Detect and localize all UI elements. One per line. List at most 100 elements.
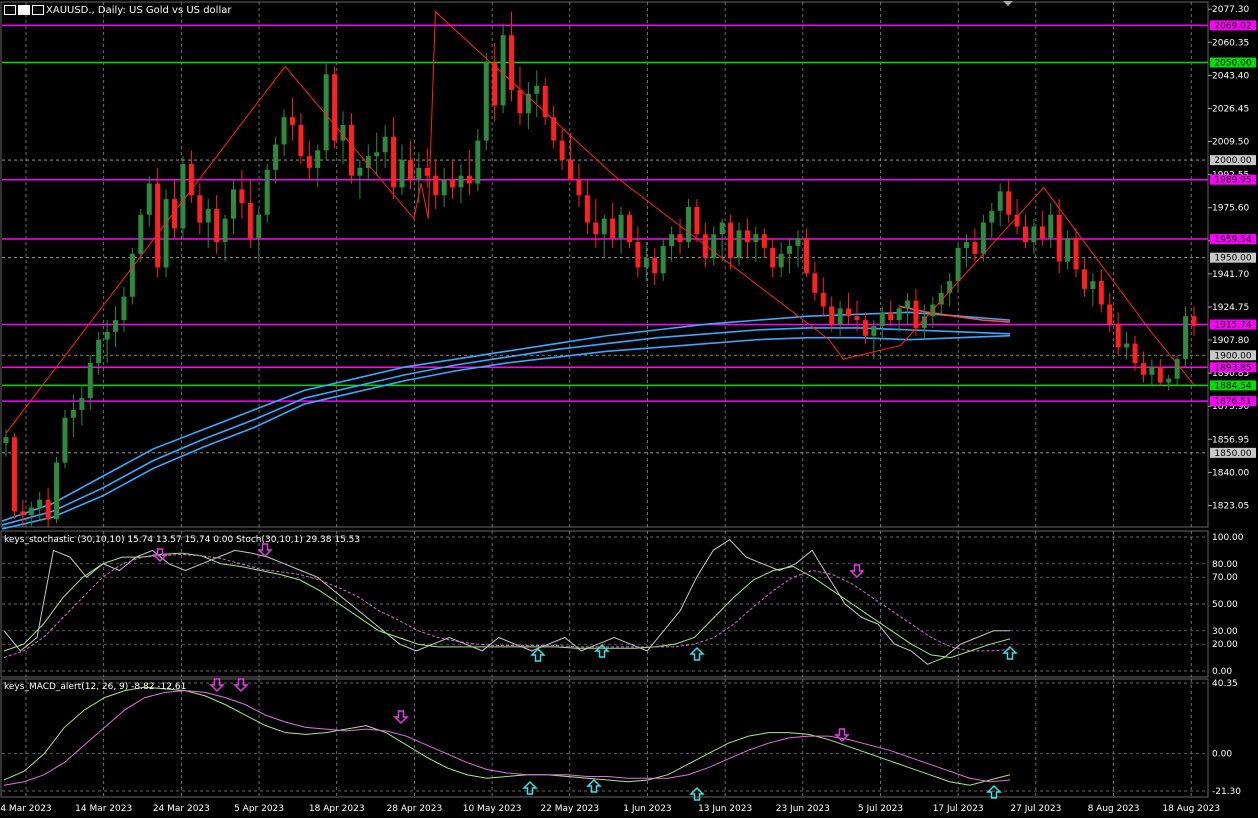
candle-body — [1174, 359, 1180, 379]
macd-down-arrow — [209, 678, 225, 693]
candle-body — [1073, 238, 1079, 270]
candle-body — [1132, 343, 1138, 364]
candle-body — [820, 292, 826, 307]
level-label-box — [1210, 174, 1256, 185]
stochastic-tick-label: 30.00 — [1212, 627, 1238, 637]
stochastic-tick-label: 20.00 — [1212, 640, 1238, 650]
candle-body — [62, 417, 68, 463]
candle-body — [239, 189, 245, 204]
candle-body — [1048, 214, 1054, 239]
stochastic-tick-label: 0.00 — [1212, 667, 1232, 677]
candle-body — [79, 398, 85, 410]
candle-body — [761, 234, 767, 248]
candle-body — [1065, 238, 1071, 262]
candle-body — [964, 242, 970, 248]
candle-body — [677, 234, 683, 243]
candle-body — [829, 306, 835, 325]
candle-body — [1031, 226, 1037, 243]
macd-up-arrow — [689, 786, 705, 801]
candle-body — [728, 222, 734, 258]
candle-body — [399, 160, 405, 188]
stochastic-series-line — [3, 552, 1011, 659]
price-tick-label: 1941.70 — [1212, 270, 1249, 280]
level-label: 1884.54 — [1214, 381, 1251, 391]
stochastic-down-arrow — [152, 548, 168, 563]
level-label: 1893.85 — [1214, 363, 1251, 373]
level-label-box — [1210, 319, 1256, 330]
candle-body — [289, 117, 295, 125]
x-axis-label: 23 Jun 2023 — [776, 804, 830, 814]
candle-body — [955, 247, 961, 282]
candle-body — [273, 144, 279, 170]
candle-body — [770, 247, 776, 268]
candle-body — [542, 85, 548, 118]
stochastic-up-arrow — [689, 646, 705, 661]
macd-up-arrow — [986, 784, 1002, 799]
level-label-box — [1210, 350, 1256, 361]
macd-tick-label: 40.35 — [1212, 679, 1238, 689]
candlestick-icon — [32, 5, 44, 15]
candle-body — [104, 331, 110, 340]
candle-body — [323, 74, 329, 151]
candle-body — [534, 85, 540, 94]
macd-down-arrow — [834, 728, 850, 743]
candle-body — [441, 179, 447, 196]
macd-series-line — [3, 686, 1011, 786]
candle-body — [660, 245, 666, 274]
candle-body — [803, 238, 809, 274]
x-axis-label: 17 Jul 2023 — [933, 804, 984, 814]
price-tick-label: 2009.50 — [1212, 138, 1249, 148]
macd-series-line — [3, 690, 1011, 786]
candle-body — [374, 152, 380, 157]
level-label-box — [1210, 362, 1256, 373]
candle-body — [3, 437, 9, 444]
candle-body — [500, 35, 506, 106]
candle-body — [416, 167, 422, 180]
price-tick-label: 2026.45 — [1212, 104, 1249, 114]
stochastic-up-arrow — [530, 647, 546, 662]
price-tick-label: 1975.60 — [1212, 204, 1249, 214]
price-tick-label: 2060.35 — [1212, 38, 1249, 48]
level-label: 2000.00 — [1214, 156, 1251, 166]
candle-body — [306, 156, 312, 168]
candle-body — [475, 140, 481, 184]
candle-body — [348, 124, 354, 176]
candle-body — [340, 124, 346, 141]
level-label-box — [1210, 234, 1256, 245]
candle-body — [466, 175, 472, 184]
candle-body — [551, 117, 557, 141]
candle-body — [610, 218, 616, 239]
candle-body — [113, 320, 119, 332]
candle-body — [391, 136, 397, 188]
candle-body — [989, 210, 995, 223]
candle-body — [787, 245, 793, 254]
candle-body — [433, 175, 439, 196]
candle-body — [744, 230, 750, 243]
candle-body — [1022, 226, 1028, 243]
candle-body — [450, 179, 456, 188]
macd-up-arrow — [522, 780, 538, 795]
candle-body — [837, 308, 843, 325]
price-tick-label: 1856.95 — [1212, 435, 1249, 445]
price-tick-label: 1924.75 — [1212, 303, 1249, 313]
zigzag-line — [5, 10, 1195, 434]
candle-body — [188, 163, 194, 196]
candle-body — [913, 300, 919, 328]
macd-tick-label: 0.00 — [1212, 750, 1232, 760]
candle-body — [525, 93, 531, 114]
x-axis-label: 5 Jul 2023 — [858, 804, 903, 814]
x-axis-label: 27 Jul 2023 — [1010, 804, 1061, 814]
candle-body — [879, 312, 885, 326]
candle-body — [382, 136, 388, 153]
candle-body — [576, 179, 582, 196]
price-tick-label: 1907.80 — [1212, 336, 1249, 346]
stochastic-up-arrow — [594, 643, 610, 658]
candle-body — [172, 199, 178, 229]
candle-body — [45, 499, 51, 520]
candle-body — [593, 222, 599, 235]
stochastic-series-line — [3, 553, 1011, 659]
level-label: 2050.00 — [1214, 59, 1251, 69]
candle-body — [298, 124, 304, 157]
chart-type-icons — [4, 5, 44, 16]
